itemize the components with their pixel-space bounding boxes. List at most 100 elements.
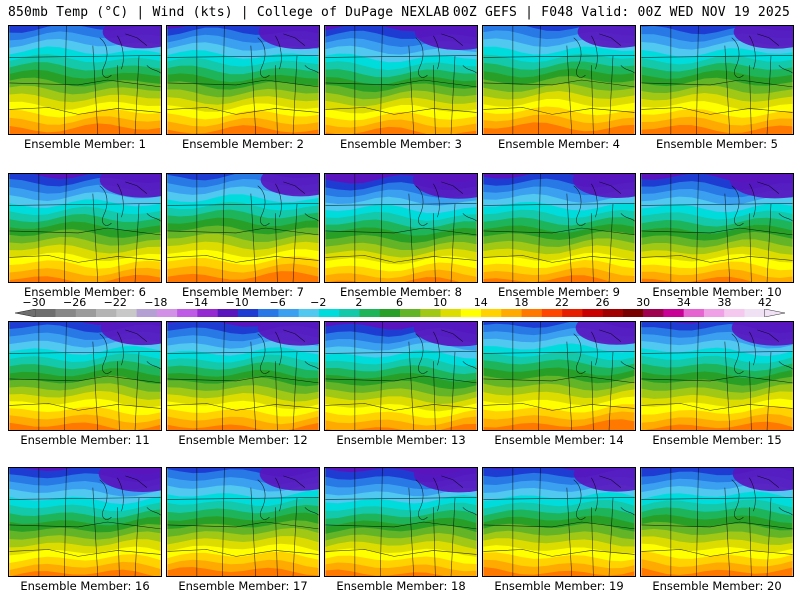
temperature-map (8, 25, 162, 135)
state-boundaries (641, 26, 793, 134)
colorbar-tick-label: 22 (554, 296, 569, 309)
state-boundaries (9, 26, 161, 134)
state-boundaries (325, 174, 477, 282)
ensemble-member-panel: Ensemble Member: 16 (8, 467, 162, 593)
model-run-info: 00Z GEFS | F048 Valid: 00Z WED NOV 19 20… (452, 5, 790, 20)
colorbar-tick-label: 6 (396, 296, 403, 309)
colorbar-segment (724, 309, 745, 317)
colorbar-segment (582, 309, 603, 317)
colorbar-segment (622, 309, 644, 317)
state-boundaries (483, 468, 635, 576)
ensemble-member-panel: Ensemble Member: 19 (482, 467, 636, 593)
ensemble-member-panel: Ensemble Member: 7 (166, 173, 320, 299)
ensemble-member-label: Ensemble Member: 15 (652, 433, 782, 447)
colorbar-segment (35, 309, 56, 317)
ensemble-member-panel: Ensemble Member: 1 (8, 25, 162, 151)
colorbar-segment (663, 309, 684, 317)
colorbar-segment (96, 309, 117, 317)
colorbar-tick-label: 42 (758, 296, 772, 309)
ensemble-member-panel: Ensemble Member: 12 (166, 321, 320, 447)
state-boundaries (483, 26, 635, 134)
cold-core (412, 174, 477, 199)
temperature-map (482, 25, 636, 135)
ensemble-member-label: Ensemble Member: 17 (178, 579, 308, 593)
cold-core (260, 174, 319, 197)
colorbar-tick-label: 18 (514, 296, 529, 309)
state-boundaries (483, 174, 635, 282)
colorbar-tick-label: −30 (22, 296, 46, 309)
state-boundaries (641, 468, 793, 576)
ensemble-member-label: Ensemble Member: 9 (498, 285, 620, 299)
ensemble-member-label: Ensemble Member: 7 (182, 285, 304, 299)
state-boundaries (167, 322, 319, 430)
cold-core (731, 322, 793, 346)
ensemble-member-label: Ensemble Member: 10 (652, 285, 782, 299)
state-boundaries (325, 322, 477, 430)
ensemble-member-label: Ensemble Member: 4 (498, 137, 620, 151)
temperature-band (641, 468, 733, 469)
temperature-map (640, 25, 794, 135)
ensemble-member-panel: Ensemble Member: 6 (8, 173, 162, 299)
state-boundaries (483, 322, 635, 430)
colorbar-segment (156, 309, 178, 317)
ensemble-member-label: Ensemble Member: 13 (336, 433, 466, 447)
temperature-band (325, 322, 477, 330)
ensemble-member-panel: Ensemble Member: 20 (640, 467, 794, 593)
temperature-band (641, 468, 793, 477)
temperature-map (640, 467, 794, 577)
temperature-map (324, 321, 478, 431)
temperature-map (8, 467, 162, 577)
ensemble-member-panel: Ensemble Member: 18 (324, 467, 478, 593)
colorbar-segment (683, 309, 705, 317)
colorbar-segment (359, 309, 381, 317)
temperature-band (483, 322, 635, 329)
ensemble-member-label: Ensemble Member: 11 (20, 433, 150, 447)
colorbar-segment (75, 309, 97, 317)
temperature-band (167, 322, 275, 327)
colorbar-segment (136, 309, 158, 317)
colorbar-segment (541, 309, 563, 317)
ensemble-member-panel: Ensemble Member: 14 (482, 321, 636, 447)
ensemble-member-label: Ensemble Member: 16 (20, 579, 150, 593)
state-boundaries (641, 174, 793, 282)
colorbar-segment (703, 309, 725, 317)
state-boundaries (325, 26, 477, 134)
colorbar-segment (177, 309, 198, 317)
colorbar-segment (400, 309, 421, 317)
cold-core (577, 26, 635, 48)
colorbar-segment (116, 309, 137, 317)
ensemble-member-panel: Ensemble Member: 8 (324, 173, 478, 299)
ensemble-member-panel: Ensemble Member: 2 (166, 25, 320, 151)
ensemble-member-panel: Ensemble Member: 11 (8, 321, 162, 447)
ensemble-member-panel: Ensemble Member: 15 (640, 321, 794, 447)
colorbar-tick-label: −22 (103, 296, 127, 309)
cold-core (102, 26, 161, 49)
colorbar-tick-label: −10 (225, 296, 249, 309)
temperature-band (489, 468, 600, 471)
cold-core (258, 26, 319, 50)
colorbar-segment (420, 309, 441, 317)
temperature-map (482, 467, 636, 577)
temperature-map (166, 173, 320, 283)
colorbar-segment (440, 309, 462, 317)
temperature-map (640, 173, 794, 283)
colorbar-segment (237, 309, 259, 317)
temperature-band (698, 26, 712, 27)
temperature-map (324, 25, 478, 135)
colorbar-segment (460, 309, 482, 317)
cold-core (99, 174, 161, 198)
cold-core (573, 468, 635, 492)
colorbar-segment (318, 309, 340, 317)
colorbar-segment (481, 309, 502, 317)
colorbar-segment (379, 309, 401, 317)
state-boundaries (167, 174, 319, 282)
cold-core (572, 174, 635, 198)
temperature-band (33, 174, 161, 180)
colorbar-tick-label: −26 (63, 296, 87, 309)
colorbar-segment (298, 309, 320, 317)
colorbar-segment (217, 309, 239, 317)
cold-core (100, 322, 161, 346)
ensemble-member-label: Ensemble Member: 2 (182, 137, 304, 151)
colorbar-tick-label: 38 (717, 296, 732, 309)
state-boundaries (167, 26, 319, 134)
